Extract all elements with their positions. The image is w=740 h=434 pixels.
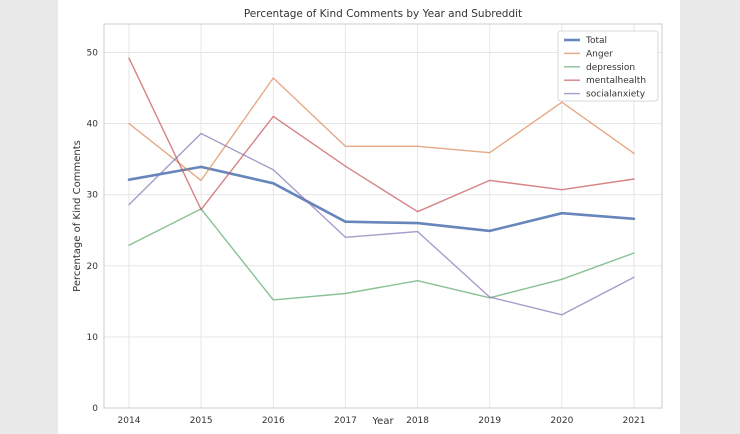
y-tick-label: 10 <box>87 333 99 343</box>
series-line-socialanxiety <box>128 132 635 316</box>
legend-entry: socialanxiety <box>586 90 646 100</box>
plot-area-frame <box>103 23 663 409</box>
x-tick-label: 2017 <box>334 416 357 426</box>
legend-box <box>557 30 659 102</box>
legend: Total Anger depression mentalhealth socialan… <box>557 30 659 102</box>
x-tick-label: 2020 <box>550 416 573 426</box>
y-tick-label: 0 <box>92 404 98 414</box>
line-chart: 2014 2015 2016 2017 2018 2019 2020 2021 0 10 20 30 4… <box>72 8 663 427</box>
x-axis-label: Year <box>371 416 394 427</box>
legend-entry: mentalhealth <box>586 76 646 86</box>
tick-labels: 2014 2015 2016 2017 2018 2019 2020 2021 0 10 20 30 4… <box>87 48 646 426</box>
x-tick-label: 2014 <box>118 416 141 426</box>
series-line-total <box>127 165 636 233</box>
y-tick-label: 40 <box>87 120 99 130</box>
chart-title: Percentage of Kind Comments by Year and … <box>244 8 522 20</box>
legend-entry: Anger <box>586 49 613 59</box>
x-tick-label: 2018 <box>406 416 429 426</box>
x-tick-label: 2021 <box>623 416 646 426</box>
y-tick-label: 50 <box>87 48 99 58</box>
x-tick-label: 2016 <box>262 416 285 426</box>
x-tick-label: 2015 <box>190 416 213 426</box>
chart-figure: 2014 2015 2016 2017 2018 2019 2020 2021 0 10 20 30 4… <box>58 0 680 434</box>
legend-entry: Total <box>585 36 607 46</box>
series-lines <box>127 57 636 316</box>
y-axis-label: Percentage of Kind Comments <box>72 140 83 292</box>
y-tick-label: 20 <box>87 262 99 272</box>
legend-entry: depression <box>586 63 635 73</box>
x-tick-label: 2019 <box>478 416 501 426</box>
series-line-depression <box>128 208 635 301</box>
series-line-mentalhealth <box>128 57 635 213</box>
series-line-anger <box>128 77 635 182</box>
y-tick-label: 30 <box>87 191 99 201</box>
